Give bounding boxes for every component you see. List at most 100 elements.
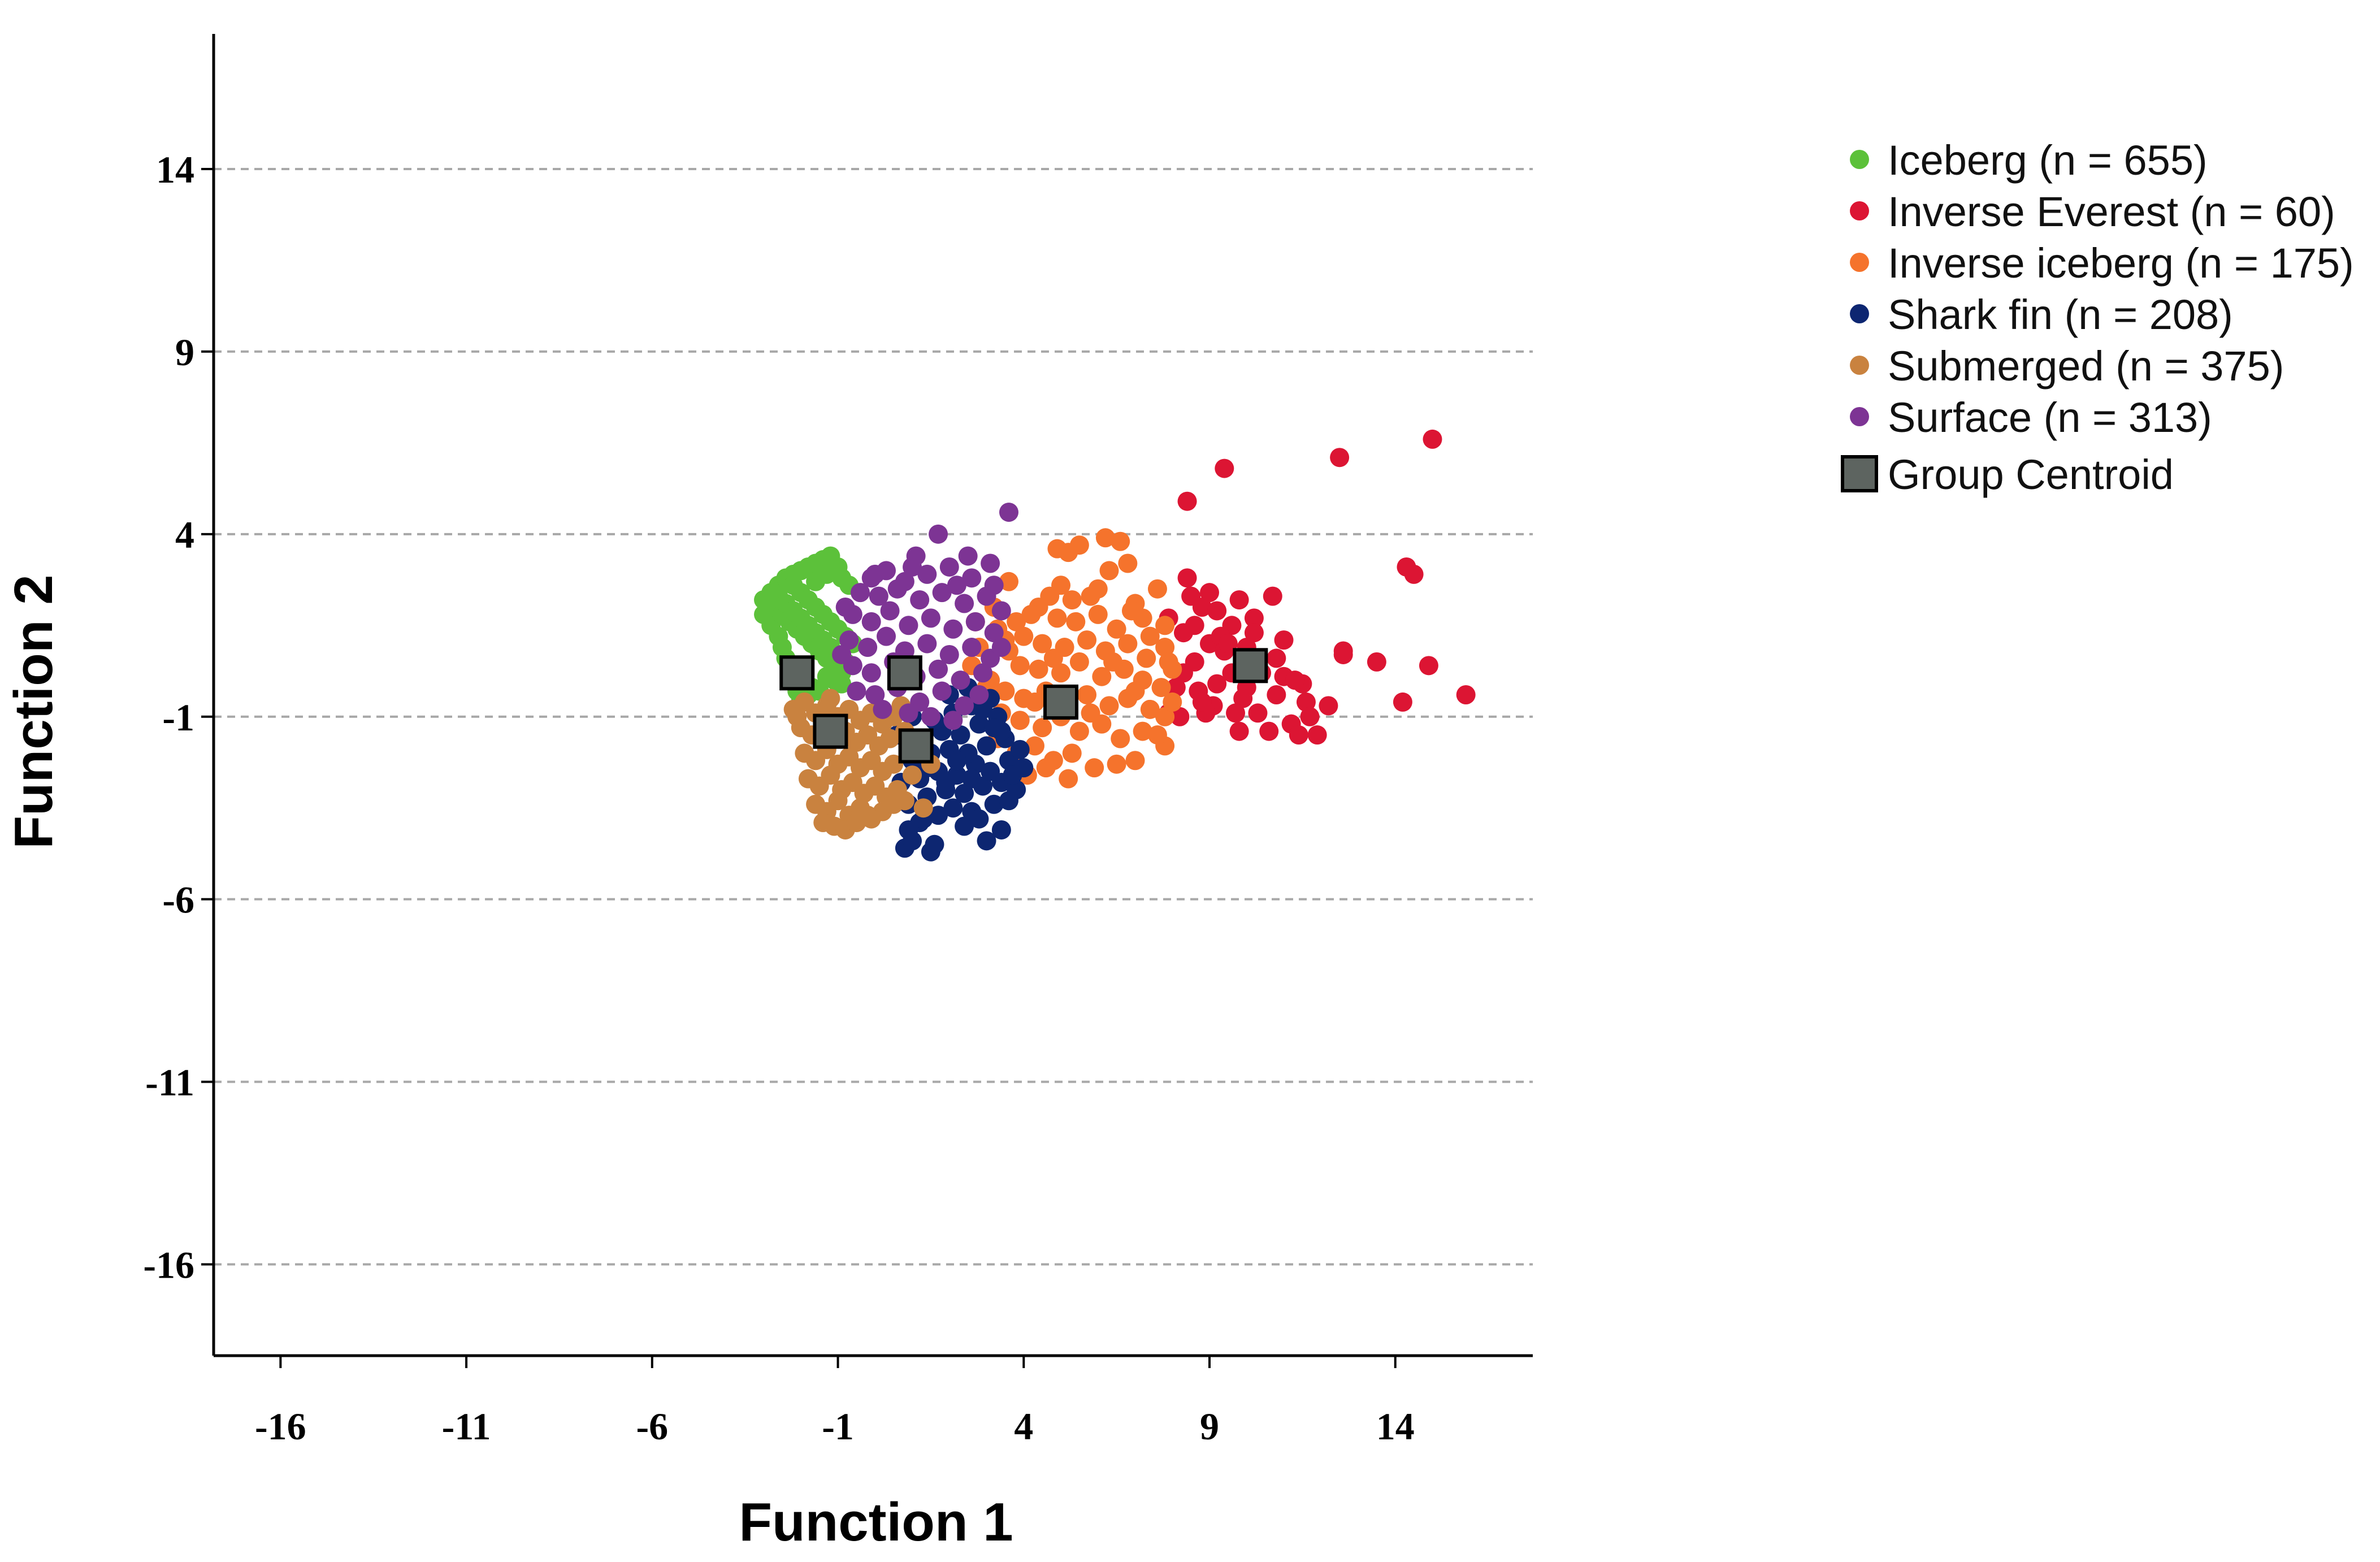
data-point: [962, 638, 982, 657]
data-point: [1456, 685, 1476, 704]
data-point: [1010, 711, 1030, 730]
legend-item: Shark fin (n = 208): [1850, 291, 2233, 338]
data-point: [1010, 656, 1030, 676]
centroid-marker: [898, 728, 934, 764]
y-tick-label: 14: [156, 148, 194, 191]
data-point: [861, 612, 881, 631]
data-point: [835, 597, 855, 617]
data-point: [839, 630, 859, 650]
data-point: [1077, 685, 1097, 704]
legend-label: Group Centroid: [1888, 451, 2174, 498]
data-point: [1088, 579, 1108, 599]
centroid-marker: [813, 713, 848, 749]
y-tick-label: -1: [162, 696, 194, 739]
data-point: [1059, 769, 1078, 789]
x-tick-label: 14: [1376, 1405, 1415, 1448]
data-point: [936, 773, 956, 793]
data-point: [947, 751, 966, 771]
data-point: [929, 524, 948, 544]
data-point: [955, 696, 974, 716]
data-point: [1107, 754, 1126, 774]
data-point: [1163, 692, 1182, 712]
data-point: [1207, 674, 1227, 694]
series-5: [832, 503, 1018, 730]
data-point: [1248, 703, 1268, 723]
data-point: [865, 685, 885, 704]
data-point: [925, 834, 944, 854]
data-point: [821, 689, 840, 708]
data-point: [955, 816, 974, 836]
centroid-marker: [887, 655, 922, 691]
data-point: [1244, 608, 1264, 628]
data-point: [1393, 692, 1412, 712]
x-tick-label: -11: [442, 1405, 491, 1448]
data-point: [1099, 561, 1119, 581]
data-point: [913, 798, 933, 818]
data-point: [1111, 531, 1130, 551]
data-point: [1081, 703, 1100, 723]
data-point: [1137, 648, 1156, 668]
data-point: [999, 503, 1018, 522]
data-point: [1133, 721, 1152, 741]
data-point: [903, 557, 922, 577]
data-point: [1159, 652, 1178, 672]
data-point: [1025, 692, 1044, 712]
data-point: [1192, 692, 1212, 712]
data-point: [877, 626, 896, 646]
data-point: [995, 681, 1015, 701]
series-1: [1159, 429, 1476, 745]
data-point: [1047, 608, 1067, 628]
legend-label: Shark fin (n = 208): [1888, 291, 2233, 338]
x-tick-label: -16: [255, 1405, 306, 1448]
data-point: [910, 590, 930, 610]
y-axis-title: Function 2: [3, 574, 64, 849]
data-point: [1166, 678, 1186, 698]
data-point: [858, 638, 878, 657]
data-point: [1014, 626, 1034, 646]
data-point: [1062, 590, 1082, 610]
data-point: [821, 765, 840, 785]
data-point: [969, 685, 989, 704]
data-point: [1092, 667, 1112, 686]
data-point: [1069, 652, 1089, 672]
data-point: [1229, 590, 1249, 610]
data-point: [965, 612, 985, 631]
centroid-marker: [1043, 684, 1079, 720]
data-point: [977, 831, 996, 851]
data-point: [973, 699, 992, 719]
data-point: [984, 718, 1004, 738]
data-point: [929, 659, 948, 679]
data-point: [1267, 685, 1286, 704]
data-point: [1062, 743, 1082, 763]
data-point: [1118, 553, 1138, 573]
data-point: [1263, 586, 1282, 606]
data-point: [899, 616, 918, 635]
data-point: [1111, 729, 1130, 748]
legend-item: Group Centroid: [1841, 451, 2174, 498]
data-point: [1059, 543, 1078, 563]
data-point: [1181, 586, 1201, 606]
data-point: [1300, 707, 1320, 726]
data-point: [1077, 630, 1097, 650]
data-point: [962, 568, 982, 588]
data-point: [880, 601, 900, 621]
x-tick-label: 9: [1200, 1405, 1219, 1448]
data-point: [1404, 564, 1424, 584]
data-point: [858, 806, 878, 825]
data-point: [943, 619, 963, 639]
data-point: [955, 784, 974, 803]
data-point: [969, 809, 989, 829]
data-point: [832, 644, 852, 664]
data-point: [977, 736, 996, 756]
legend: Iceberg (n = 655)Inverse Everest (n = 60…: [1841, 137, 2354, 498]
legend-swatch-dot: [1850, 201, 1869, 220]
data-point: [1155, 638, 1175, 657]
data-point: [1259, 721, 1279, 741]
legend-item: Surface (n = 313): [1850, 394, 2212, 441]
legend-item: Iceberg (n = 655): [1850, 137, 2208, 184]
data-point: [1296, 692, 1316, 712]
data-point: [1229, 721, 1249, 741]
data-point: [1095, 528, 1115, 548]
y-tick-label: 4: [175, 513, 194, 556]
